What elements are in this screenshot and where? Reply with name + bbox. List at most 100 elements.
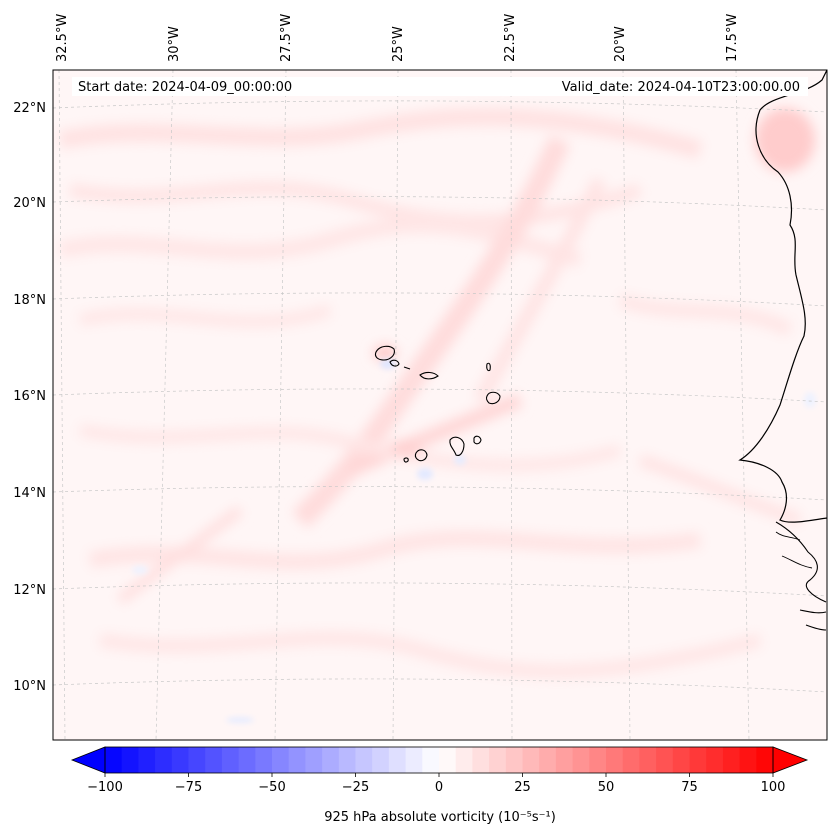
graticule — [53, 70, 827, 740]
island-sao-vicente — [389, 359, 400, 367]
colorbar-step — [522, 747, 540, 773]
colorbar-tick-label: −100 — [87, 780, 123, 795]
island-sao-nicolau — [419, 371, 439, 380]
header-band — [72, 77, 808, 96]
cape-verde-islands — [374, 345, 501, 463]
vorticity-field-negative-patches — [132, 359, 816, 723]
lat-label-12n: 12°N — [13, 583, 46, 598]
longitude-labels: 32.5°W 30°W 27.5°W 25°W 22.5°W 20°W 17.5… — [55, 14, 740, 62]
colorbar-step — [105, 747, 123, 773]
colorbar-step — [739, 747, 757, 773]
island-sal — [486, 362, 491, 372]
island-boa-vista — [485, 391, 501, 405]
colorbar-step — [555, 747, 574, 773]
lon-label-20w: 20°W — [613, 26, 628, 62]
start-date-label: Start date: 2024-04-09_00:00:00 — [78, 80, 292, 95]
colorbar-step — [722, 747, 741, 773]
colorbar-tick-label: −25 — [342, 780, 369, 795]
lon-label-22-5w: 22.5°W — [503, 14, 518, 62]
colorbar-step — [439, 747, 457, 773]
colorbar-step — [255, 747, 273, 773]
island-santo-antao — [374, 345, 395, 361]
island-brava — [403, 457, 409, 463]
colorbar-step — [472, 747, 490, 773]
colorbar-tick-label: 75 — [681, 780, 698, 795]
coastal-inlets — [775, 531, 813, 569]
map-frame — [52, 69, 828, 741]
colorbar-step — [756, 747, 774, 773]
colorbar: −100 −75 −50 −25 0 25 50 75 100 925 hPa absolute… — [70, 746, 809, 825]
lat-label-22n: 22°N — [13, 101, 46, 116]
lat-label-10n: 10°N — [13, 679, 46, 694]
meridian-27-5w — [274, 70, 287, 740]
colorbar-tick-label: −50 — [258, 780, 285, 795]
colorbar-step — [338, 747, 357, 773]
vorticity-field-background — [53, 70, 827, 740]
colorbar-step — [272, 747, 290, 773]
lat-label-18n: 18°N — [13, 293, 46, 308]
colorbar-step — [188, 747, 206, 773]
colorbar-step — [288, 747, 306, 773]
meridian-25w — [392, 70, 399, 740]
lon-label-25w: 25°W — [391, 26, 406, 62]
lat-label-16n: 16°N — [13, 389, 46, 404]
colorbar-step — [121, 747, 139, 773]
colorbar-step — [422, 747, 440, 773]
colorbar-extend-min-arrow — [70, 746, 106, 774]
colorbar-step — [238, 747, 256, 773]
map-panel — [53, 70, 827, 740]
meridian-17-5w — [735, 70, 750, 740]
colorbar-gradient — [105, 747, 774, 773]
parallel-20n — [53, 196, 827, 211]
colorbar-step — [405, 747, 423, 773]
colorbar-step — [205, 747, 223, 773]
lon-label-17-5w: 17.5°W — [725, 14, 740, 62]
colorbar-step — [672, 747, 691, 773]
colorbar-tick-label: −75 — [175, 780, 202, 795]
colorbar-step — [388, 747, 407, 773]
parallel-10n — [53, 678, 827, 693]
lon-label-30w: 30°W — [167, 26, 182, 62]
lon-label-27-5w: 27.5°W — [279, 14, 294, 62]
colorbar-tick-label: 100 — [761, 780, 786, 795]
parallel-18n — [53, 292, 827, 307]
colorbar-step — [706, 747, 724, 773]
colorbar-step — [606, 747, 624, 773]
meridian-32-5w — [58, 70, 66, 740]
colorbar-step — [589, 747, 607, 773]
meridian-30w — [155, 70, 174, 740]
colorbar-step — [505, 747, 524, 773]
island-maio — [473, 435, 482, 445]
guinea-coastline — [775, 521, 827, 631]
island-fogo — [414, 449, 428, 462]
parallel-22n — [53, 100, 827, 113]
colorbar-step — [689, 747, 707, 773]
valid-date-label: Valid_date: 2024-04-10T23:00:00.00 — [562, 80, 800, 95]
lon-label-32-5w: 32.5°W — [55, 14, 70, 62]
colorbar-step — [305, 747, 323, 773]
colorbar-step — [622, 747, 640, 773]
colorbar-step — [455, 747, 473, 773]
colorbar-ticks: −100 −75 −50 −25 0 25 50 75 100 — [87, 773, 785, 795]
colorbar-step — [639, 747, 657, 773]
colorbar-label: 925 hPa absolute vorticity (10⁻⁵s⁻¹) — [324, 810, 556, 825]
colorbar-step — [138, 747, 156, 773]
island-santa-luzia — [403, 366, 411, 370]
parallel-12n — [53, 582, 827, 597]
colorbar-tick-label: 0 — [435, 780, 443, 795]
colorbar-step — [539, 747, 557, 773]
lat-label-14n: 14°N — [13, 486, 46, 501]
africa-coastline — [738, 70, 827, 523]
colorbar-extend-max-arrow — [772, 746, 809, 774]
colorbar-step — [221, 747, 240, 773]
lat-label-20n: 20°N — [13, 196, 46, 211]
colorbar-step — [155, 747, 173, 773]
colorbar-tick-label: 50 — [598, 780, 615, 795]
parallel-14n — [53, 486, 827, 501]
colorbar-step — [322, 747, 340, 773]
latitude-labels: 22°N 20°N 18°N 16°N 14°N 12°N 10°N — [13, 101, 46, 694]
colorbar-step — [355, 747, 373, 773]
colorbar-step — [171, 747, 190, 773]
parallel-16n — [53, 388, 827, 403]
